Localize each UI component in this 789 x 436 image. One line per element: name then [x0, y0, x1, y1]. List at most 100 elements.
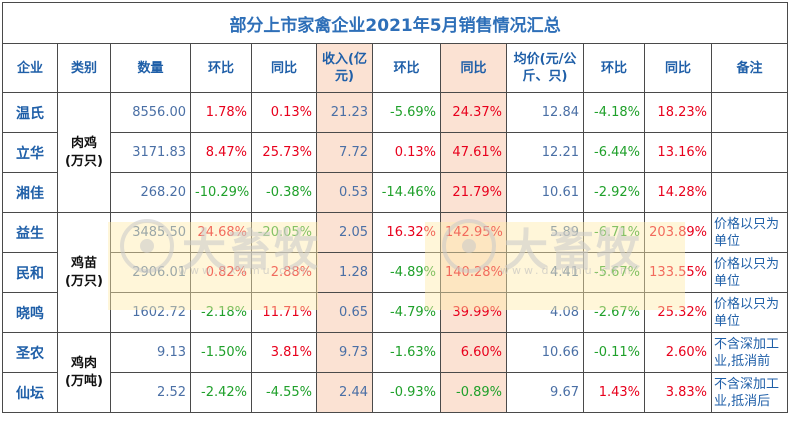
price-value: 5.89 — [506, 212, 584, 253]
price-mom: -4.18% — [583, 92, 645, 133]
revenue-mom: -0.93% — [372, 372, 441, 413]
price-mom: -0.11% — [583, 332, 645, 373]
note-cell: 价格以只为单位 — [710, 252, 789, 293]
price-yoy: 13.16% — [644, 132, 712, 173]
watermark-url-right: www.dxumu.com — [500, 264, 634, 277]
quantity-mom: -2.18% — [190, 292, 252, 333]
header-qty-yoy: 同比 — [251, 43, 317, 93]
header-revenue: 收入(亿元) — [316, 43, 373, 93]
header-company: 企业 — [2, 43, 58, 93]
revenue-value: 21.23 — [316, 92, 373, 133]
quantity-yoy: 11.71% — [251, 292, 317, 333]
price-value: 12.21 — [506, 132, 584, 173]
quantity-value: 2.52 — [110, 372, 191, 413]
quantity-value: 8556.00 — [110, 92, 191, 133]
watermark-brand-right: 大畜牧 — [504, 225, 642, 276]
revenue-value: 2.44 — [316, 372, 373, 413]
revenue-mom: -5.69% — [372, 92, 441, 133]
category-label: 鸡苗(万只) — [57, 212, 111, 333]
price-value: 9.67 — [506, 372, 584, 413]
price-yoy: 2.60% — [644, 332, 712, 373]
watermark-circle-icon — [442, 219, 496, 273]
price-mom: -2.92% — [583, 172, 645, 213]
company-name: 晓鸣 — [2, 292, 58, 333]
revenue-value: 0.53 — [316, 172, 373, 213]
header-row: 企业 类别 数量 环比 同比 收入(亿元) 环比 同比 均价(元/公斤、只) 环… — [2, 43, 789, 93]
table-row: 仙坛 2.52 -2.42% -4.55% 2.44 -0.93% -0.89% 9.67 1.… — [2, 372, 789, 413]
revenue-mom: -4.79% — [372, 292, 441, 333]
revenue-yoy: 47.61% — [440, 132, 507, 173]
note-cell: 价格以只为单位 — [710, 292, 789, 333]
price-value: 12.84 — [506, 92, 584, 133]
price-yoy: 14.28% — [644, 172, 712, 213]
header-category: 类别 — [57, 43, 111, 93]
header-rev-mom: 环比 — [372, 43, 441, 93]
watermark-circle-icon — [120, 219, 174, 273]
note-cell: 价格以只为单位 — [710, 212, 789, 253]
header-qty-mom: 环比 — [190, 43, 252, 93]
watermark-logo-right: 大畜牧 — [442, 214, 642, 278]
quantity-yoy: 25.73% — [251, 132, 317, 173]
revenue-value: 1.28 — [316, 252, 373, 293]
header-note: 备注 — [710, 43, 789, 93]
revenue-yoy: 6.60% — [440, 332, 507, 373]
note-cell: 不含深加工业,抵消后 — [710, 372, 789, 413]
table-row: 湘佳 268.20 -10.29% -0.38% 0.53 -14.46% 21.79% 10… — [2, 172, 789, 213]
sales-table: 部分上市家禽企业2021年5月销售情况汇总 企业 类别 数量 环比 同比 收入(… — [1, 2, 789, 413]
category-label: 肉鸡(万只) — [57, 92, 111, 213]
company-name: 温氏 — [2, 92, 58, 133]
price-mom: -6.71% — [583, 212, 645, 253]
note-cell — [710, 92, 789, 133]
quantity-yoy: 0.13% — [251, 92, 317, 133]
price-yoy: 3.83% — [644, 372, 712, 413]
table-row: 圣农 鸡肉(万吨) 9.13 -1.50% 3.81% 9.73 -1.63% 6.60% 10… — [2, 332, 789, 413]
revenue-mom: 0.13% — [372, 132, 441, 173]
price-mom: 1.43% — [583, 372, 645, 413]
quantity-yoy: 3.81% — [251, 332, 317, 373]
quantity-mom: 24.68% — [190, 212, 252, 253]
quantity-mom: 8.47% — [190, 132, 252, 173]
price-mom: -6.44% — [583, 132, 645, 173]
price-yoy: 203.89% — [644, 212, 712, 253]
price-yoy: 25.32% — [644, 292, 712, 333]
revenue-mom: -1.63% — [372, 332, 441, 373]
quantity-value: 3171.83 — [110, 132, 191, 173]
price-value: 10.61 — [506, 172, 584, 213]
quantity-value: 268.20 — [110, 172, 191, 213]
quantity-mom: 0.82% — [190, 252, 252, 293]
header-rev-yoy: 同比 — [440, 43, 507, 93]
company-name: 益生 — [2, 212, 58, 253]
company-name: 民和 — [2, 252, 58, 293]
price-mom: -2.67% — [583, 292, 645, 333]
header-price-yoy: 同比 — [644, 43, 712, 93]
revenue-value: 9.73 — [316, 332, 373, 373]
quantity-yoy: -0.38% — [251, 172, 317, 213]
quantity-mom: -2.42% — [190, 372, 252, 413]
note-cell: 不含深加工业,抵消前 — [710, 332, 789, 373]
revenue-value: 7.72 — [316, 132, 373, 173]
watermark-brand-left: 大畜牧 — [182, 225, 320, 276]
watermark-logo-left: 大畜牧 — [120, 214, 320, 278]
price-mom: -5.67% — [583, 252, 645, 293]
header-quantity: 数量 — [110, 43, 191, 93]
revenue-mom: 16.32% — [372, 212, 441, 253]
revenue-value: 2.05 — [316, 212, 373, 253]
revenue-mom: -4.89% — [372, 252, 441, 293]
company-name: 仙坛 — [2, 372, 58, 413]
header-price: 均价(元/公斤、只) — [506, 43, 584, 93]
header-price-mom: 环比 — [583, 43, 645, 93]
quantity-yoy: -4.55% — [251, 372, 317, 413]
note-cell — [710, 132, 789, 173]
revenue-yoy: -0.89% — [440, 372, 507, 413]
revenue-value: 0.65 — [316, 292, 373, 333]
table-row: 立华 3171.83 8.47% 25.73% 7.72 0.13% 47.61% 12.21… — [2, 132, 789, 173]
quantity-mom: -10.29% — [190, 172, 252, 213]
category-label: 鸡肉(万吨) — [57, 332, 111, 413]
quantity-yoy: 2.88% — [251, 252, 317, 293]
watermark-url-left: www.dxumu.com — [178, 264, 312, 277]
company-name: 立华 — [2, 132, 58, 173]
price-yoy: 18.23% — [644, 92, 712, 133]
table-title: 部分上市家禽企业2021年5月销售情况汇总 — [1, 2, 789, 44]
price-value: 4.41 — [506, 252, 584, 293]
table-row: 民和 2906.01 0.82% 2.88% 1.28 -4.89% 140.28% 4.41… — [2, 252, 789, 293]
